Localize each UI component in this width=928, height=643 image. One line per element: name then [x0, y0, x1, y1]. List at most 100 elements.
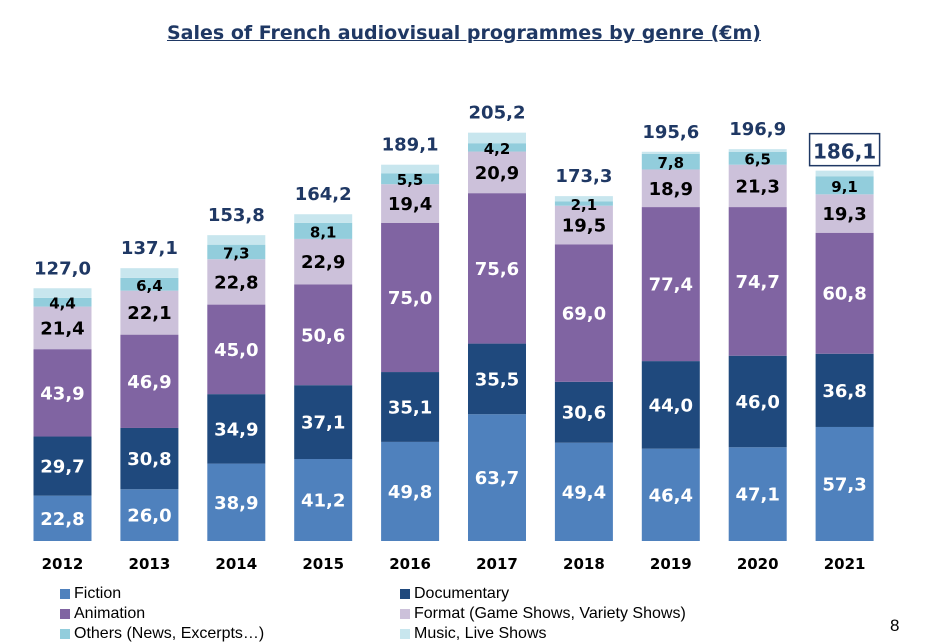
bar-segment-0	[207, 463, 266, 541]
bar-segment-5	[381, 164, 440, 174]
data-label: 69,0	[562, 304, 606, 325]
bar-segment-4	[381, 173, 440, 185]
data-label: 5,5	[397, 171, 424, 189]
x-tick-label: 2012	[42, 555, 84, 573]
data-label: 30,6	[562, 403, 606, 424]
data-label: 19,4	[388, 194, 432, 215]
legend-swatch	[400, 589, 410, 599]
bar-segment-4	[207, 244, 266, 260]
legend-item: Format (Game Shows, Variety Shows)	[400, 605, 686, 623]
data-label: 36,8	[822, 381, 866, 402]
bar-segment-3	[207, 259, 266, 305]
bar-segment-2	[33, 349, 92, 437]
data-label: 2,1	[571, 196, 598, 214]
chart-title: Sales of French audiovisual programmes b…	[166, 22, 761, 44]
bar-segment-3	[728, 164, 787, 208]
data-label: 46,4	[649, 485, 693, 506]
bar-segment-5	[815, 170, 874, 177]
data-label: 46,0	[735, 392, 779, 413]
bar-segment-2	[554, 244, 613, 382]
bar-segment-1	[728, 355, 787, 448]
data-label: 46,9	[127, 372, 171, 393]
x-tick-label: 2019	[650, 555, 692, 573]
data-label: 43,9	[40, 383, 84, 404]
legend-swatch	[400, 609, 410, 619]
bar-segment-0	[728, 447, 787, 541]
bar-segment-5	[641, 151, 700, 154]
bar-segment-4	[33, 297, 92, 307]
bar-segment-0	[554, 442, 613, 541]
data-label: 6,4	[136, 277, 163, 295]
data-label: 63,7	[475, 468, 519, 489]
bar-segment-0	[381, 441, 440, 541]
page-number: 8	[890, 616, 900, 635]
data-label: 8,1	[310, 223, 337, 241]
bar-segment-3	[554, 205, 613, 245]
data-label: 19,3	[822, 204, 866, 225]
bar-segment-1	[468, 343, 526, 415]
total-label: 189,1	[382, 135, 439, 156]
bar-segment-4	[468, 143, 526, 152]
bar-segment-2	[641, 207, 700, 362]
bar-segment-5	[468, 132, 526, 144]
data-label: 22,1	[127, 303, 171, 324]
bar-segment-4	[554, 201, 613, 206]
bar-segment-1	[294, 385, 353, 460]
data-label: 75,0	[388, 288, 432, 309]
x-tick-label: 2013	[129, 555, 171, 573]
data-label: 20,9	[475, 163, 519, 184]
data-label: 50,6	[301, 325, 345, 346]
legend-item: Documentary	[400, 585, 509, 603]
data-label: 57,3	[822, 474, 866, 495]
total-label: 173,3	[555, 166, 612, 187]
bar-segment-2	[728, 207, 787, 356]
bar-segment-4	[728, 151, 787, 165]
bar-segment-3	[294, 238, 353, 285]
legend-swatch	[400, 629, 410, 639]
bar-segment-5	[207, 235, 266, 245]
x-tick-label: 2018	[563, 555, 605, 573]
bar-segment-0	[815, 426, 874, 541]
data-label: 9,1	[831, 178, 858, 196]
bar-segment-2	[815, 232, 874, 354]
data-label: 21,3	[735, 176, 779, 197]
x-tick-label: 2017	[476, 555, 518, 573]
bar-segment-0	[641, 448, 700, 541]
data-label: 49,4	[562, 482, 606, 503]
data-label: 49,8	[388, 482, 432, 503]
total-label: 164,2	[295, 184, 352, 205]
data-label: 47,1	[735, 485, 779, 506]
total-label: 196,9	[729, 119, 786, 140]
data-label: 60,8	[822, 284, 866, 305]
data-label: 18,9	[649, 179, 693, 200]
bar-segment-3	[381, 184, 440, 223]
data-label: 38,9	[214, 493, 258, 514]
highlight-box	[808, 132, 881, 167]
bar-segment-2	[468, 193, 526, 344]
legend-label: Animation	[74, 605, 146, 622]
data-label: 77,4	[649, 275, 693, 296]
data-label: 22,9	[301, 252, 345, 273]
legend-item: Others (News, Excerpts…)	[60, 625, 264, 643]
data-label: 22,8	[40, 509, 84, 530]
bar-segment-2	[381, 222, 440, 373]
bar-segment-1	[120, 427, 179, 490]
bar-segment-1	[33, 436, 92, 496]
data-label: 6,5	[744, 151, 771, 169]
bar-segment-0	[33, 495, 92, 541]
bar-segment-4	[641, 153, 700, 170]
total-label: 153,8	[208, 205, 265, 226]
data-label: 41,2	[301, 491, 345, 512]
bar-segment-0	[468, 414, 526, 541]
data-label: 30,8	[127, 449, 171, 470]
bar-segment-5	[294, 214, 353, 223]
bar-segment-5	[33, 288, 92, 298]
bar-segment-1	[815, 353, 874, 427]
data-label: 22,8	[214, 272, 258, 293]
data-label: 44,0	[649, 395, 693, 416]
data-label: 19,5	[562, 216, 606, 237]
legend-swatch	[60, 589, 70, 599]
legend-item: Animation	[60, 605, 145, 623]
data-label: 26,0	[127, 506, 171, 527]
bar-segment-4	[294, 222, 353, 239]
